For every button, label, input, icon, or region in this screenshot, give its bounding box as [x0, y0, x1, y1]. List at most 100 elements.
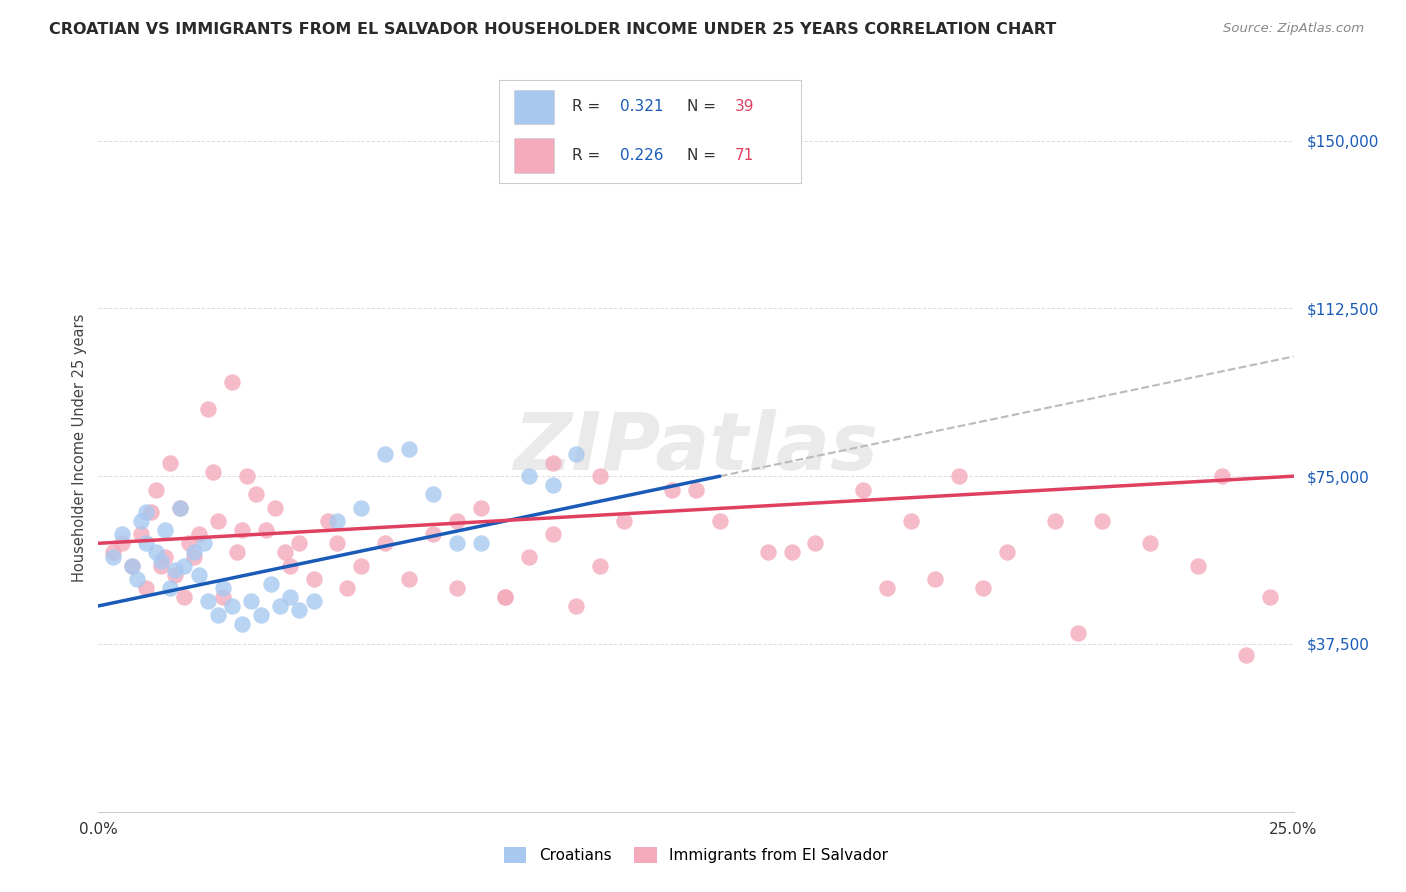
Point [565, 447, 588, 461]
Point [1258, 590, 1281, 604]
Point [211, 590, 233, 604]
Text: N =: N = [686, 99, 720, 114]
Point [179, 536, 201, 550]
Point [326, 536, 349, 550]
Point [240, 594, 263, 608]
Text: ZIPatlas: ZIPatlas [513, 409, 879, 487]
Point [274, 545, 297, 559]
Point [565, 599, 588, 613]
Point [231, 616, 253, 631]
Text: R =: R = [572, 99, 605, 114]
Point [1043, 514, 1066, 528]
Point [135, 536, 157, 550]
Point [187, 567, 209, 582]
Point [221, 599, 243, 613]
Point [250, 607, 273, 622]
Point [470, 500, 492, 515]
Point [302, 572, 325, 586]
Point [149, 558, 172, 573]
Point [245, 487, 267, 501]
Point [709, 514, 731, 528]
Point [135, 505, 157, 519]
Point [336, 581, 359, 595]
FancyBboxPatch shape [515, 89, 554, 124]
Text: 39: 39 [735, 99, 755, 114]
Point [494, 590, 516, 604]
Point [121, 558, 143, 573]
Text: 71: 71 [735, 148, 754, 162]
Point [780, 545, 803, 559]
Point [155, 523, 177, 537]
Point [145, 483, 167, 497]
Point [197, 402, 219, 417]
Point [517, 549, 540, 564]
Text: Source: ZipAtlas.com: Source: ZipAtlas.com [1223, 22, 1364, 36]
Point [264, 500, 287, 515]
Point [159, 456, 181, 470]
Point [211, 581, 233, 595]
Point [169, 500, 191, 515]
Point [193, 536, 215, 550]
Point [278, 558, 301, 573]
Point [111, 527, 134, 541]
Point [398, 442, 420, 457]
Point [398, 572, 420, 586]
Legend: Croatians, Immigrants from El Salvador: Croatians, Immigrants from El Salvador [498, 841, 894, 870]
Point [131, 527, 153, 541]
Point [101, 549, 124, 564]
Point [159, 581, 181, 595]
Point [139, 505, 162, 519]
Point [852, 483, 875, 497]
Point [278, 590, 301, 604]
Point [422, 487, 444, 501]
Point [187, 527, 209, 541]
Point [446, 514, 468, 528]
Point [541, 527, 564, 541]
Point [131, 514, 153, 528]
Point [948, 469, 970, 483]
Point [302, 594, 325, 608]
Point [350, 558, 373, 573]
Point [135, 581, 157, 595]
Point [163, 567, 186, 582]
Point [155, 549, 177, 564]
Point [613, 514, 636, 528]
Point [446, 581, 468, 595]
Point [1091, 514, 1114, 528]
Point [173, 558, 195, 573]
Point [101, 545, 124, 559]
Point [221, 376, 243, 390]
Point [1187, 558, 1209, 573]
Point [972, 581, 994, 595]
Point [446, 536, 468, 550]
Point [350, 500, 373, 515]
Point [111, 536, 134, 550]
Point [125, 572, 148, 586]
Point [374, 447, 396, 461]
Text: 0.321: 0.321 [620, 99, 664, 114]
Point [876, 581, 898, 595]
Point [422, 527, 444, 541]
Point [1139, 536, 1161, 550]
Text: CROATIAN VS IMMIGRANTS FROM EL SALVADOR HOUSEHOLDER INCOME UNDER 25 YEARS CORREL: CROATIAN VS IMMIGRANTS FROM EL SALVADOR … [49, 22, 1056, 37]
Point [756, 545, 779, 559]
Point [288, 536, 311, 550]
Point [235, 469, 257, 483]
Point [173, 590, 195, 604]
Point [269, 599, 291, 613]
Point [1234, 648, 1257, 662]
Point [995, 545, 1018, 559]
Point [1211, 469, 1233, 483]
Point [316, 514, 339, 528]
Point [183, 549, 205, 564]
Point [288, 603, 311, 617]
Point [207, 514, 229, 528]
Text: N =: N = [686, 148, 720, 162]
Point [924, 572, 946, 586]
Point [541, 478, 564, 492]
Point [169, 500, 191, 515]
Point [197, 594, 219, 608]
Point [231, 523, 253, 537]
Point [470, 536, 492, 550]
Point [259, 576, 281, 591]
